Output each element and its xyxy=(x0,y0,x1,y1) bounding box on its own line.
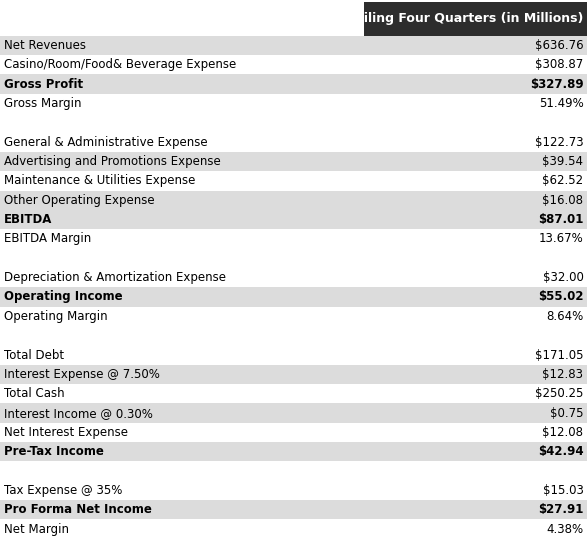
Text: Other Operating Expense: Other Operating Expense xyxy=(4,194,154,207)
Text: $42.94: $42.94 xyxy=(538,445,583,458)
Text: Operating Margin: Operating Margin xyxy=(4,310,107,323)
Bar xyxy=(0,423,587,442)
Bar xyxy=(0,442,587,461)
Text: $27.91: $27.91 xyxy=(538,503,583,516)
Text: Pro Forma Net Income: Pro Forma Net Income xyxy=(4,503,151,516)
Bar xyxy=(0,481,587,500)
Bar xyxy=(0,133,587,152)
Bar xyxy=(0,307,587,326)
Text: General & Administrative Expense: General & Administrative Expense xyxy=(4,136,207,149)
Text: $12.83: $12.83 xyxy=(542,368,583,381)
Text: $16.08: $16.08 xyxy=(542,194,583,207)
Text: $62.52: $62.52 xyxy=(542,174,583,187)
Text: Trailing Four Quarters (in Millions): Trailing Four Quarters (in Millions) xyxy=(342,12,583,25)
Text: Gross Profit: Gross Profit xyxy=(4,77,83,90)
Text: 13.67%: 13.67% xyxy=(539,233,583,246)
Text: $171.05: $171.05 xyxy=(535,348,583,361)
Bar xyxy=(0,210,587,229)
Bar xyxy=(0,461,587,481)
Text: 4.38%: 4.38% xyxy=(546,523,583,536)
Bar xyxy=(0,229,587,248)
Text: Tax Expense @ 35%: Tax Expense @ 35% xyxy=(4,484,122,497)
Bar xyxy=(0,500,587,519)
Text: Net Revenues: Net Revenues xyxy=(4,39,86,52)
Text: $32.00: $32.00 xyxy=(542,271,583,284)
Text: 51.49%: 51.49% xyxy=(539,97,583,110)
Text: Casino/Room/Food& Beverage Expense: Casino/Room/Food& Beverage Expense xyxy=(4,58,236,71)
Text: Maintenance & Utilities Expense: Maintenance & Utilities Expense xyxy=(4,174,195,187)
Bar xyxy=(0,519,587,539)
Text: $87.01: $87.01 xyxy=(538,213,583,226)
Text: Depreciation & Amortization Expense: Depreciation & Amortization Expense xyxy=(4,271,225,284)
Bar xyxy=(0,75,587,94)
Bar xyxy=(0,113,587,133)
Text: Operating Income: Operating Income xyxy=(4,291,122,304)
Text: $327.89: $327.89 xyxy=(530,77,583,90)
Text: Net Interest Expense: Net Interest Expense xyxy=(4,426,127,439)
Bar xyxy=(0,248,587,268)
Text: EBITDA Margin: EBITDA Margin xyxy=(4,233,91,246)
Bar xyxy=(0,190,587,210)
Text: $39.54: $39.54 xyxy=(542,155,583,168)
Bar xyxy=(0,36,587,55)
Text: $15.03: $15.03 xyxy=(542,484,583,497)
Text: Gross Margin: Gross Margin xyxy=(4,97,81,110)
Bar xyxy=(0,326,587,345)
Bar xyxy=(0,55,587,75)
Text: 8.64%: 8.64% xyxy=(546,310,583,323)
Bar xyxy=(364,2,587,36)
Text: $122.73: $122.73 xyxy=(535,136,583,149)
Text: $636.76: $636.76 xyxy=(535,39,583,52)
Text: $55.02: $55.02 xyxy=(538,291,583,304)
Bar xyxy=(0,345,587,365)
Text: Advertising and Promotions Expense: Advertising and Promotions Expense xyxy=(4,155,220,168)
Bar xyxy=(0,171,587,190)
Text: Interest Expense @ 7.50%: Interest Expense @ 7.50% xyxy=(4,368,160,381)
Bar xyxy=(0,287,587,307)
Text: Net Margin: Net Margin xyxy=(4,523,69,536)
Bar xyxy=(0,94,587,113)
Bar xyxy=(0,365,587,384)
Text: $250.25: $250.25 xyxy=(535,387,583,400)
Bar xyxy=(0,152,587,171)
Text: $0.75: $0.75 xyxy=(550,406,583,420)
Bar xyxy=(0,404,587,423)
Text: $308.87: $308.87 xyxy=(535,58,583,71)
Bar xyxy=(0,268,587,287)
Text: Total Cash: Total Cash xyxy=(4,387,64,400)
Bar xyxy=(0,384,587,404)
Text: $12.08: $12.08 xyxy=(542,426,583,439)
Text: EBITDA: EBITDA xyxy=(4,213,52,226)
Text: Total Debt: Total Debt xyxy=(4,348,63,361)
Text: Interest Income @ 0.30%: Interest Income @ 0.30% xyxy=(4,406,153,420)
Text: Pre-Tax Income: Pre-Tax Income xyxy=(4,445,103,458)
